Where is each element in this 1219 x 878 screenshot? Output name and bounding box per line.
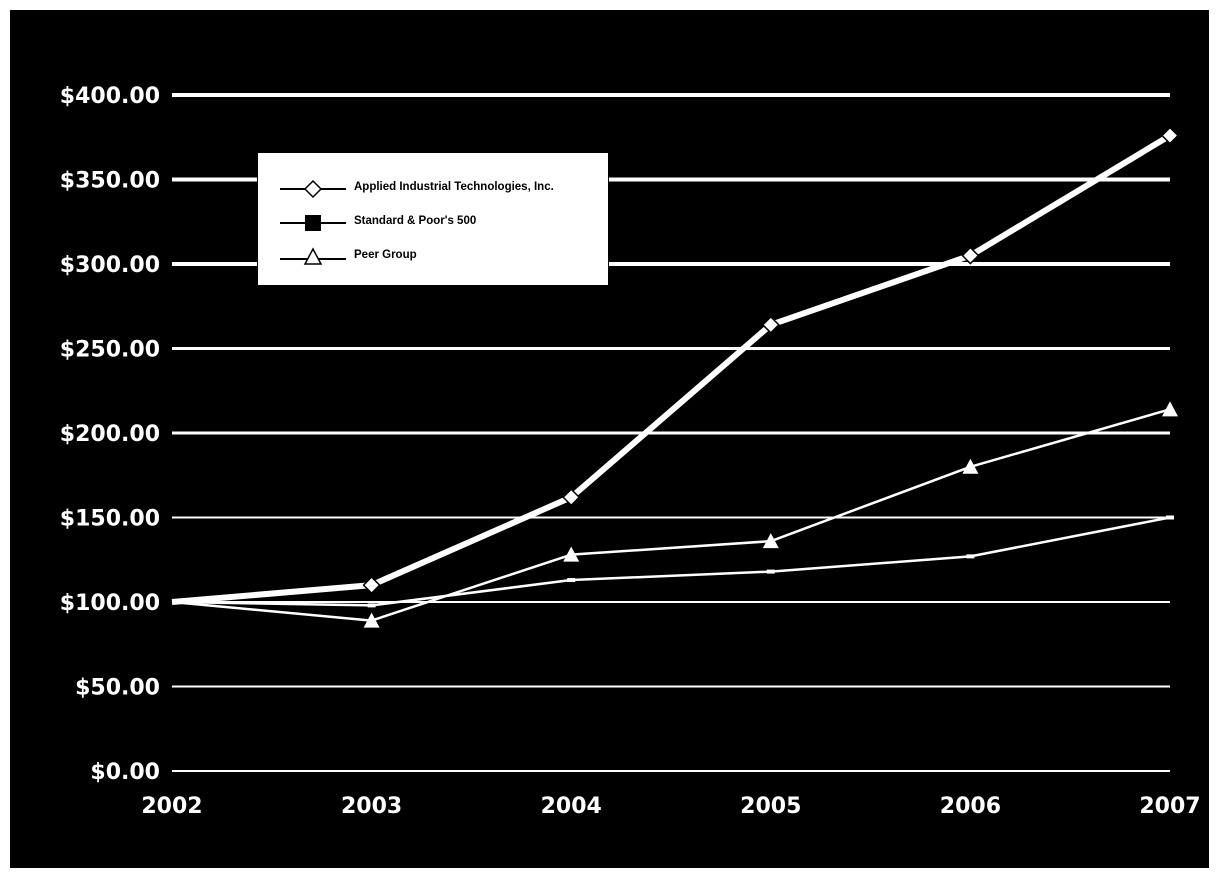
square-icon [280,215,346,231]
y-tick-label: $250.00 [60,338,160,363]
square-marker [1166,515,1174,520]
square-marker [966,554,975,559]
square-marker [766,569,775,574]
legend-label: Peer Group [354,249,417,261]
y-tick-label: $200.00 [60,422,160,447]
series-line-diamond [171,132,1172,605]
y-tick-label: $0.00 [90,760,160,785]
x-tick-label: 2005 [740,794,801,819]
diamond-marker [761,315,780,334]
legend-item-sp500: Standard & Poor's 500 [268,213,598,233]
x-tick-label: 2006 [940,794,1001,819]
x-tick-label: 2003 [341,794,402,819]
triangle-marker [962,458,979,474]
series-line-triangle [171,408,1171,622]
x-tick-label: 2007 [1139,794,1200,819]
y-tick-label: $350.00 [60,169,160,194]
series-line-square [171,516,1171,607]
diamond-marker [362,576,381,595]
y-tick-label: $50.00 [75,676,160,701]
x-tick-label: 2002 [141,794,202,819]
legend-item-applied: Applied Industrial Technologies, Inc. [268,179,598,199]
triangle-icon [280,247,346,265]
triangle-marker [363,612,380,628]
diamond-marker [562,488,581,507]
y-tick-label: $400.00 [60,84,160,109]
diamond-marker [1160,126,1180,145]
y-tick-label: $300.00 [60,253,160,278]
triangle-marker [762,533,779,549]
line-chart: $0.00 $50.00 $100.00 $150.00 $200.00 $250.00 $… [60,84,1201,819]
legend-item-peer: Peer Group [268,247,598,267]
legend-label: Applied Industrial Technologies, Inc. [354,181,554,193]
square-marker [367,603,376,608]
triangle-marker [1162,401,1178,417]
diamond-marker [961,246,980,265]
diamond-icon [280,179,346,199]
y-tick-label: $150.00 [60,507,160,532]
square-marker [567,578,576,583]
y-tick-label: $100.00 [60,591,160,616]
triangle-marker [563,546,580,562]
legend: Applied Industrial Technologies, Inc. St… [257,152,609,286]
x-tick-label: 2004 [541,794,602,819]
legend-label: Standard & Poor's 500 [354,215,477,227]
chart-frame: $0.00 $50.00 $100.00 $150.00 $200.00 $250.00 $… [10,10,1209,868]
